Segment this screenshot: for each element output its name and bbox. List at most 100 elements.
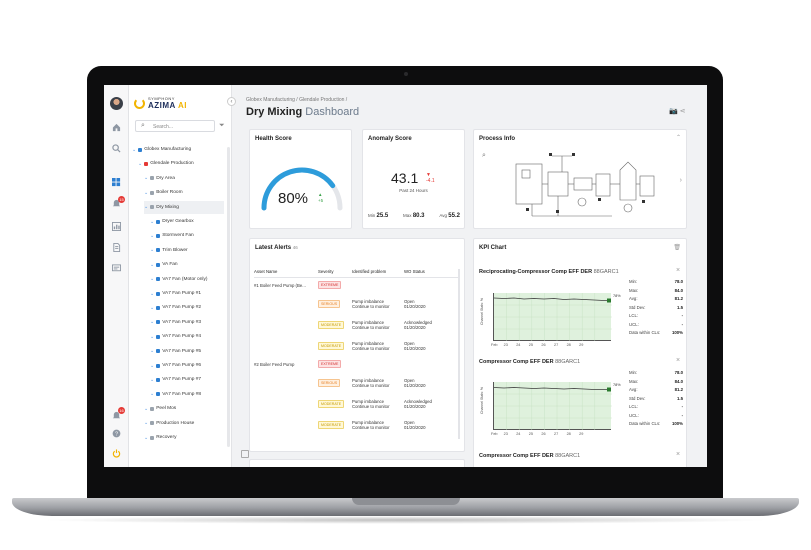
trash-icon[interactable]: 🗑 [673, 245, 681, 251]
chevron-down-icon[interactable]: ⌄ [144, 204, 149, 211]
tree-item[interactable]: ⌄ VA7 Fan Pump #1 [150, 287, 224, 300]
avatar[interactable] [110, 97, 123, 110]
help-icon[interactable]: ? [111, 428, 122, 439]
tree-item[interactable]: ⌄ Globex Manufacturing [132, 143, 224, 156]
chevron-down-icon[interactable]: ⌄ [144, 189, 149, 196]
column-severity[interactable]: Severity [318, 266, 352, 278]
alert-asset-name[interactable]: #2 Boiler Feed Pump [254, 361, 295, 367]
alert-row[interactable]: #2 Boiler Feed Pump EXTREME [254, 356, 458, 372]
chevron-down-icon[interactable]: ⌄ [150, 391, 155, 398]
alert-row[interactable]: MODERATE Pump imbalance Continue to monito… [254, 414, 458, 435]
alerts-badge: 15 [118, 196, 125, 203]
chevron-down-icon[interactable]: ⌄ [150, 276, 155, 283]
next-arrow-icon[interactable]: › [679, 177, 682, 184]
alert-row[interactable]: MODERATE Pump imbalance Continue to monito… [254, 335, 458, 356]
alert-asset-name[interactable] [254, 314, 318, 335]
power-icon[interactable] [111, 448, 122, 459]
kpi-chart-1-svg [493, 293, 612, 341]
chevron-down-icon[interactable]: ⌄ [144, 434, 149, 441]
breadcrumb[interactable]: Globex Manufacturing / Glendale Producti… [246, 97, 348, 103]
chevron-down-icon[interactable]: ⌄ [150, 362, 155, 369]
zoom-icon[interactable]: ⌕ [482, 152, 486, 159]
chevron-down-icon[interactable]: ⌄ [144, 175, 149, 182]
alerts-scrollbar[interactable] [458, 269, 460, 439]
search-icon[interactable] [111, 143, 122, 154]
chevron-down-icon[interactable]: ⌄ [150, 376, 155, 383]
tree-item[interactable]: ⌄ VA7 Fan Pump #3 [150, 316, 224, 329]
alert-asset-name[interactable]: #1 Boiler Feed Pump (Be... [254, 282, 306, 288]
dashboard-icon[interactable] [111, 177, 122, 188]
tree-item[interactable]: ⌄ Dry Area [144, 172, 224, 185]
kpi-stat-row: Min: 78.0 [629, 279, 683, 284]
tree-item[interactable]: ⌄ VA7 Fan Pump #6 [150, 359, 224, 372]
tree-item[interactable]: ⌄ VA Fan [150, 258, 224, 271]
tree-item[interactable]: ⌄ VA7 Fan (Motor only) [150, 273, 224, 286]
tree-item[interactable]: ⌄ VA7 Fan Pump #5 [150, 345, 224, 358]
tree-item[interactable]: ⌄ VA7 Fan Pump #8 [150, 388, 224, 401]
document-icon[interactable] [111, 242, 122, 253]
tree-item[interactable]: ⌄ Peel Mos [144, 402, 224, 415]
messages-icon[interactable] [111, 263, 122, 274]
alert-asset-name[interactable] [254, 414, 318, 435]
chevron-down-icon[interactable]: ⌄ [150, 218, 155, 225]
alert-row[interactable]: MODERATE Pump imbalance Continue to monito… [254, 393, 458, 414]
close-icon[interactable]: × [676, 357, 681, 364]
filter-icon[interactable]: ⏷ [219, 122, 225, 129]
tree-item[interactable]: ⌄ VA7 Fan Pump #2 [150, 301, 224, 314]
tree-item[interactable]: ⌄ Production House [144, 417, 224, 430]
asset-status-icon [150, 176, 155, 181]
alert-asset-name[interactable] [254, 393, 318, 414]
tree-item[interactable]: ⌄ VA7 Fan Pump #7 [150, 373, 224, 386]
chevron-down-icon[interactable]: ⌄ [144, 405, 149, 412]
tree-item[interactable]: ⌄ Trim Blower [150, 244, 224, 257]
chevron-down-icon[interactable]: ⌄ [150, 304, 155, 311]
analytics-icon[interactable] [111, 221, 122, 232]
alert-row[interactable]: #1 Boiler Feed Pump (Be... EXTREME [254, 277, 458, 293]
tree-scrollbar[interactable] [227, 147, 230, 447]
chevron-up-icon[interactable]: ⌃ [675, 135, 681, 141]
close-icon[interactable]: × [676, 267, 681, 274]
tree-item-label: Dry Mixing [156, 204, 179, 210]
chevron-down-icon[interactable]: ⌄ [150, 348, 155, 355]
chevron-down-icon[interactable]: ⌄ [150, 319, 155, 326]
chevron-down-icon[interactable]: ⌄ [150, 247, 155, 254]
chevron-down-icon[interactable]: ⌄ [150, 232, 155, 239]
brand-logo: SYMPHONY AZIMA AI [134, 96, 187, 110]
export-icon[interactable] [241, 450, 249, 458]
notifications-badge: 16 [118, 407, 125, 414]
tree-item[interactable]: ⌄ Stormvent Fan [150, 229, 224, 242]
alert-row[interactable]: SERIOUS Pump imbalance Continue to monitor… [254, 372, 458, 393]
alert-asset-name[interactable] [254, 293, 318, 314]
home-icon[interactable] [111, 122, 122, 133]
notifications-icon[interactable] [111, 410, 122, 421]
collapse-panel-button[interactable]: ‹ [227, 97, 236, 106]
chevron-down-icon[interactable]: ⌄ [144, 420, 149, 427]
share-icon[interactable]: ⋖ [679, 108, 686, 115]
tree-item[interactable]: ⌄ Recovery [144, 431, 224, 444]
alert-row[interactable]: SERIOUS Pump imbalance Continue to monitor… [254, 293, 458, 314]
kpi-chart-1-end-marker [607, 298, 611, 303]
alert-row[interactable]: MODERATE Pump imbalance Continue to monito… [254, 314, 458, 335]
column-asset-name[interactable]: Asset Name [254, 266, 318, 278]
tree-item[interactable]: ⌄ Dry Mixing [144, 200, 224, 214]
alert-problem [352, 356, 404, 372]
tree-search-input[interactable]: ⌕ Search... [135, 120, 215, 132]
column-wo-status[interactable]: WO Status [404, 266, 458, 278]
chevron-down-icon[interactable]: ⌄ [150, 261, 155, 268]
kpi-chart-1-end-label: 78% [613, 294, 621, 298]
camera-icon[interactable]: 📷 [669, 108, 678, 115]
chevron-down-icon[interactable]: ⌄ [138, 160, 143, 167]
alert-problem: Pump imbalance Continue to monitor [352, 340, 390, 351]
chevron-down-icon[interactable]: ⌄ [150, 333, 155, 340]
tree-item[interactable]: ⌄ VA7 Fan Pump #4 [150, 330, 224, 343]
asset-status-icon [156, 291, 161, 296]
alert-asset-name[interactable] [254, 335, 318, 356]
tree-item[interactable]: ⌄ Glendale Production [138, 157, 224, 170]
chevron-down-icon[interactable]: ⌄ [150, 290, 155, 297]
column-identified-problem[interactable]: Identified problem [352, 266, 404, 278]
close-icon[interactable]: × [676, 451, 681, 458]
tree-item[interactable]: ⌄ Boiler Room [144, 186, 224, 199]
alert-asset-name[interactable] [254, 372, 318, 393]
chevron-down-icon[interactable]: ⌄ [132, 146, 137, 153]
tree-item[interactable]: ⌄ Dryer Gearbox [150, 215, 224, 228]
